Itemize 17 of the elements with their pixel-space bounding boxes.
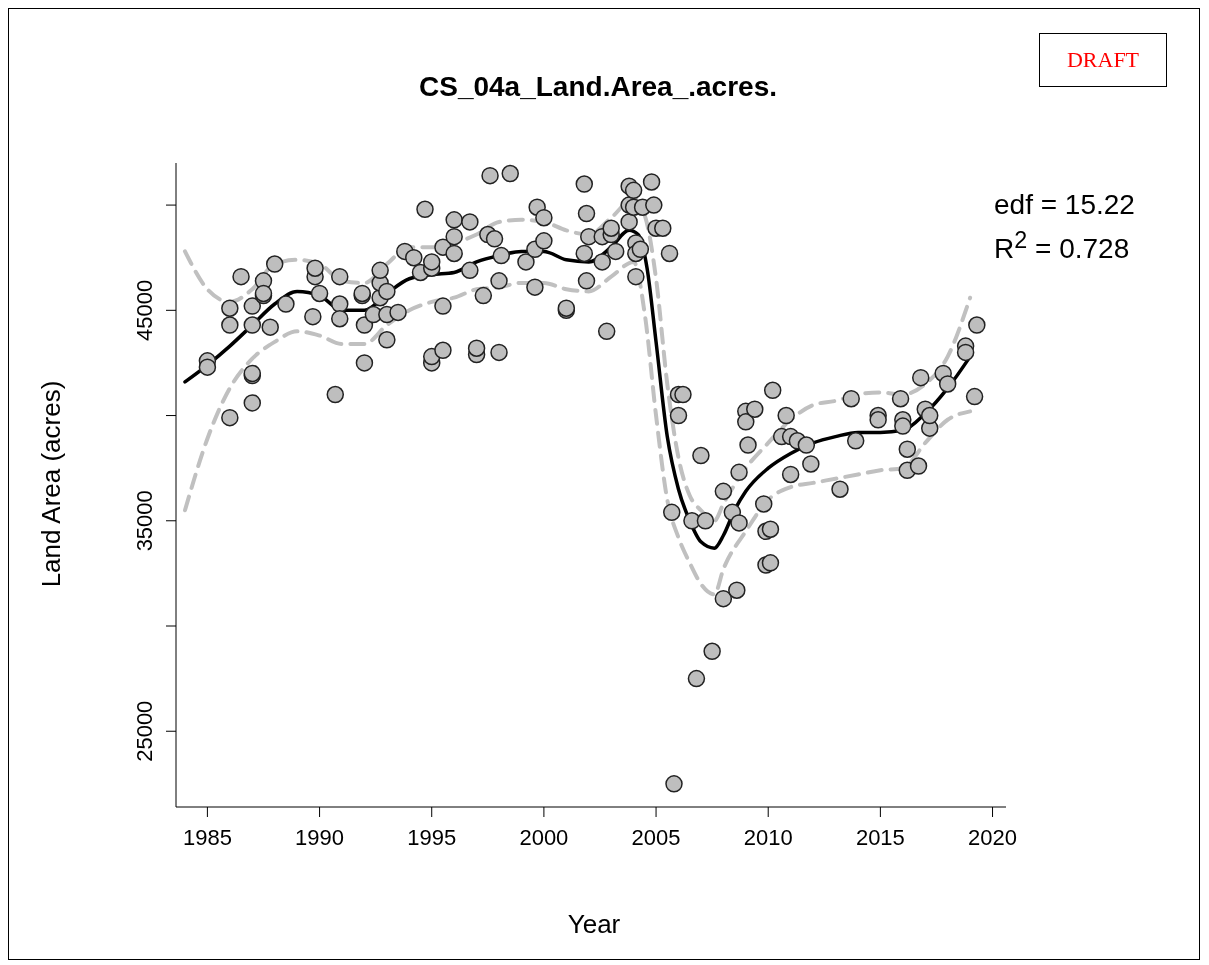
- x-tick-label: 2015: [855, 824, 905, 850]
- y-tick-label: 25000: [132, 700, 157, 762]
- x-tick-label: 2020: [968, 824, 1018, 850]
- y-tick-label: 45000: [132, 279, 157, 341]
- x-tick-label: 2005: [631, 824, 681, 850]
- x-tick-label: 1990: [295, 824, 345, 850]
- y-axis-title: Land Area (acres): [35, 380, 67, 588]
- annotation: edf = 15.22: [994, 189, 1135, 221]
- chart-title: CS_04a_Land.Area_.acres.: [418, 71, 778, 103]
- x-tick-label: 1995: [407, 824, 457, 850]
- x-axis-title: Year: [566, 909, 622, 940]
- x-tick-label: 2010: [743, 824, 793, 850]
- x-tick-label: 1985: [182, 824, 232, 850]
- annotation: R$^{2}$ = 0.728: [994, 227, 1130, 266]
- text: DRAFT: [1039, 33, 1167, 87]
- y-tick-label: 35000: [132, 490, 157, 552]
- x-tick-label: 2000: [519, 824, 569, 850]
